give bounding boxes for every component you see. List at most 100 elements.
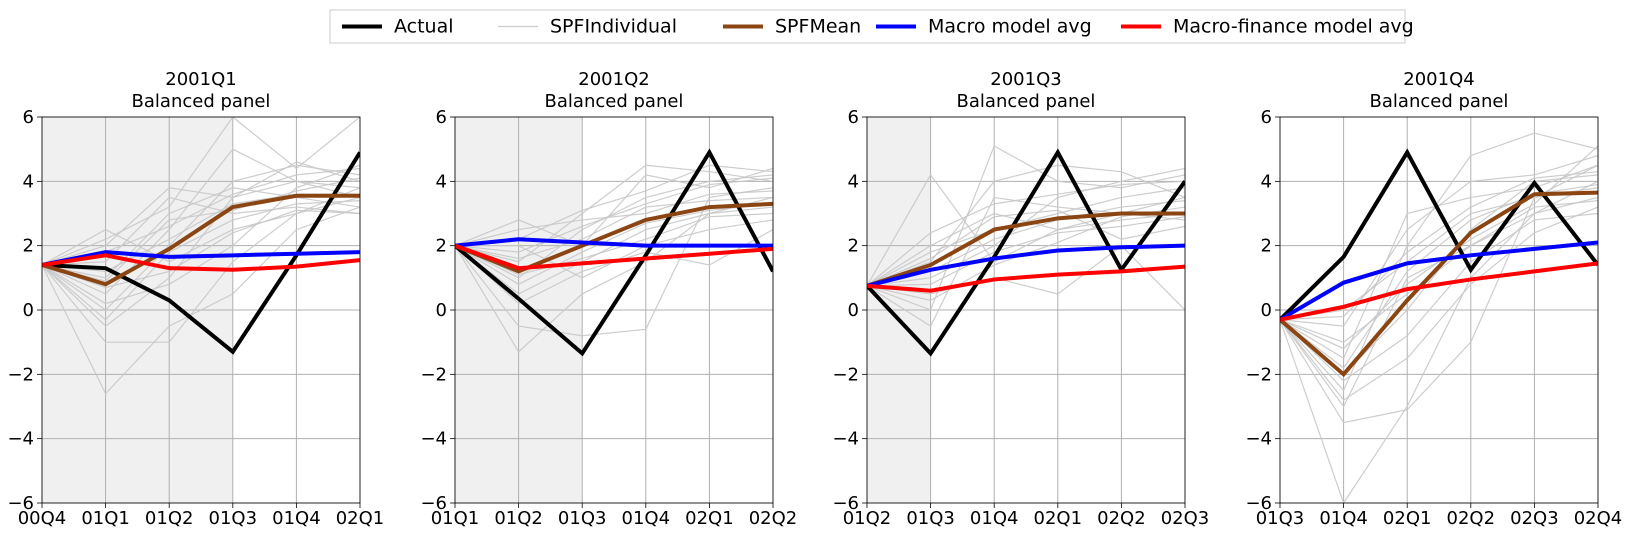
x-tick-label: 01Q3: [1256, 508, 1305, 529]
y-tick-label: 4: [1261, 171, 1272, 192]
legend-label: SPFIndividual: [550, 16, 677, 38]
panel-subtitle: Balanced panel: [1370, 91, 1509, 112]
x-tick-label: 02Q2: [1447, 508, 1496, 529]
legend-label: Macro-finance model avg: [1173, 16, 1414, 38]
x-tick-label: 01Q3: [558, 508, 607, 529]
spfmean-line: [1280, 190, 1598, 378]
plot-area: [455, 148, 773, 357]
x-tick-label: 01Q3: [209, 508, 258, 529]
x-tick-label: 02Q1: [1034, 508, 1083, 529]
y-tick-label: 2: [23, 236, 34, 257]
plot-area: [1280, 132, 1598, 503]
spfmean-line: [42, 193, 360, 287]
actual-line: [867, 148, 1185, 357]
legend: Actual SPFIndividual SPFMean Macro model av…: [329, 9, 1414, 44]
macro-finance-model-avg-line: [1280, 261, 1598, 322]
spf-individual-line: [1280, 171, 1598, 321]
y-tick-label: 0: [1261, 300, 1272, 321]
x-tick-label: 01Q1: [81, 508, 130, 529]
x-tick-label: 02Q1: [1383, 508, 1432, 529]
spf-individual-line: [455, 196, 773, 353]
spf-individual-line: [42, 180, 360, 327]
legend-label: SPFMean: [775, 16, 861, 38]
spf-individual-line: [42, 177, 360, 282]
chart-panel: −6 −4 −2 0 2 4 6 01Q2 01Q3 01Q4 02Q1 02Q2 02Q3 2001Q3…: [832, 69, 1209, 529]
y-tick-label: 4: [23, 171, 34, 192]
spf-individual-line: [42, 200, 360, 321]
spf-individual-line: [867, 209, 1185, 287]
spf-individual-line: [867, 145, 1185, 311]
spf-individual-line: [1280, 155, 1598, 327]
y-tick-label: 6: [848, 107, 859, 128]
legend-item: Macro model avg: [876, 16, 1092, 38]
panel-title: 2001Q4: [1403, 69, 1474, 90]
y-tick-label: 2: [1261, 236, 1272, 257]
y-tick-label: −2: [1245, 364, 1272, 385]
y-tick-label: 4: [436, 171, 447, 192]
x-tick-label: 01Q2: [145, 508, 194, 529]
panel-subtitle: Balanced panel: [545, 91, 684, 112]
macro-model-avg-line: [455, 237, 773, 248]
spf-individual-line: [867, 187, 1185, 287]
macro-finance-model-avg-line: [42, 253, 360, 272]
legend-item: Macro-finance model avg: [1121, 16, 1414, 38]
spf-individual-line: [1280, 212, 1598, 382]
spf-individual-line: [455, 174, 773, 279]
x-tick-label: 02Q1: [685, 508, 734, 529]
panel-title: 2001Q3: [990, 69, 1061, 90]
spf-individual-line: [42, 161, 360, 266]
spf-individual-line: [867, 173, 1185, 287]
spf-individual-line: [455, 187, 773, 337]
x-tick-label: 02Q2: [749, 508, 798, 529]
y-tick-label: −2: [832, 364, 859, 385]
spf-individual-line: [455, 212, 773, 276]
y-tick-label: 6: [23, 107, 34, 128]
x-tick-label: 01Q4: [272, 508, 321, 529]
x-tick-label: 01Q4: [622, 508, 671, 529]
legend-item: SPFMean: [723, 16, 861, 38]
y-tick-label: 2: [436, 236, 447, 257]
y-tick-label: −4: [420, 429, 447, 450]
y-tick-label: −4: [832, 429, 859, 450]
x-tick-label: 02Q3: [1510, 508, 1559, 529]
x-tick-label: 01Q4: [970, 508, 1019, 529]
spfmean-line: [455, 201, 773, 274]
y-tick-label: 2: [848, 236, 859, 257]
y-tick-label: −4: [1245, 429, 1272, 450]
y-tick-label: −2: [7, 364, 34, 385]
macro-model-avg-line: [42, 250, 360, 267]
panel-title: 2001Q2: [578, 69, 649, 90]
spf-individual-line: [455, 190, 773, 247]
spf-individual-line: [455, 167, 773, 247]
spf-individual-line: [867, 180, 1185, 287]
spf-individual-line: [455, 196, 773, 260]
panel-subtitle: Balanced panel: [132, 91, 271, 112]
y-tick-label: −2: [420, 364, 447, 385]
x-tick-label: 01Q2: [843, 508, 892, 529]
actual-line: [1280, 148, 1598, 322]
spfmean-line: [867, 211, 1185, 288]
spf-individual-line: [42, 164, 360, 305]
spf-individual-line: [42, 187, 360, 266]
spf-individual-line: [1280, 200, 1598, 343]
y-tick-label: 0: [23, 300, 34, 321]
y-tick-label: −4: [7, 429, 34, 450]
y-tick-label: 6: [436, 107, 447, 128]
spf-individual-line: [42, 206, 360, 395]
x-tick-label: 01Q1: [431, 508, 480, 529]
spf-individual-line: [455, 177, 773, 253]
y-tick-label: 4: [848, 171, 859, 192]
macro-finance-model-avg-line: [867, 264, 1185, 293]
y-tick-label: 6: [1261, 107, 1272, 128]
spf-individual-line: [1280, 180, 1598, 503]
x-tick-label: 00Q4: [18, 508, 67, 529]
spf-individual-line: [867, 164, 1185, 287]
spf-individual-line: [867, 216, 1185, 287]
spf-individual-line: [1280, 132, 1598, 392]
legend-item: Actual: [342, 16, 454, 38]
plot-area: [867, 145, 1185, 357]
x-tick-label: 02Q4: [1574, 508, 1623, 529]
y-tick-label: 0: [436, 300, 447, 321]
legend-item: SPFIndividual: [498, 16, 677, 38]
spf-individual-line: [42, 196, 360, 266]
